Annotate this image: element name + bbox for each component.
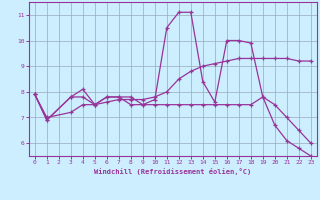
X-axis label: Windchill (Refroidissement éolien,°C): Windchill (Refroidissement éolien,°C) [94,168,252,175]
